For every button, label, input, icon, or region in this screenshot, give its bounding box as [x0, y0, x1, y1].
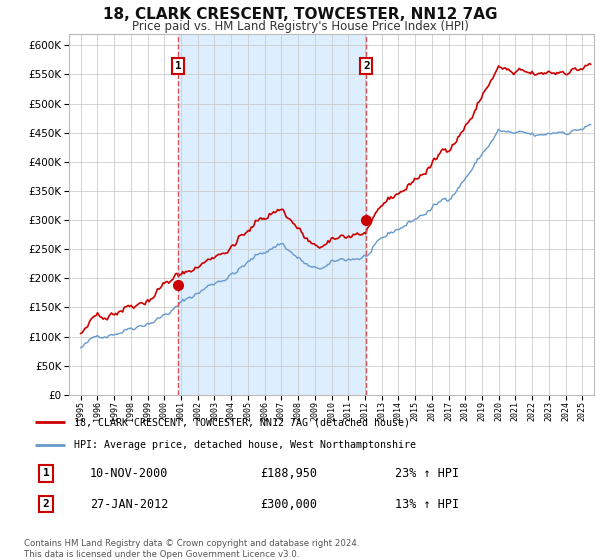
Text: 23% ↑ HPI: 23% ↑ HPI: [395, 466, 459, 480]
Text: HPI: Average price, detached house, West Northamptonshire: HPI: Average price, detached house, West…: [74, 440, 416, 450]
Text: 2: 2: [363, 61, 370, 71]
Bar: [178, 34, 366, 395]
Text: 18, CLARK CRESCENT, TOWCESTER, NN12 7AG: 18, CLARK CRESCENT, TOWCESTER, NN12 7AG: [103, 7, 497, 22]
Text: £300,000: £300,000: [260, 497, 317, 511]
Text: 13% ↑ HPI: 13% ↑ HPI: [395, 497, 459, 511]
Text: Price paid vs. HM Land Registry's House Price Index (HPI): Price paid vs. HM Land Registry's House …: [131, 20, 469, 32]
Text: Contains HM Land Registry data © Crown copyright and database right 2024.
This d: Contains HM Land Registry data © Crown c…: [24, 539, 359, 559]
Text: 10-NOV-2000: 10-NOV-2000: [89, 466, 168, 480]
Text: 1: 1: [43, 468, 49, 478]
Text: 18, CLARK CRESCENT, TOWCESTER, NN12 7AG (detached house): 18, CLARK CRESCENT, TOWCESTER, NN12 7AG …: [74, 417, 410, 427]
Text: 2: 2: [43, 499, 49, 509]
Text: 27-JAN-2012: 27-JAN-2012: [89, 497, 168, 511]
Text: 1: 1: [175, 61, 182, 71]
Text: £188,950: £188,950: [260, 466, 317, 480]
